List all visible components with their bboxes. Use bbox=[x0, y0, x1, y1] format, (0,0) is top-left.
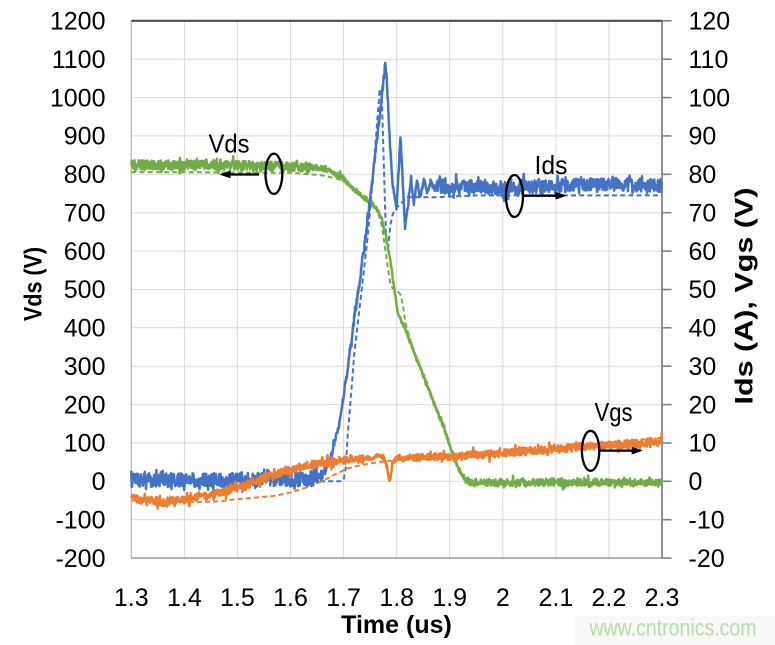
svg-text:90: 90 bbox=[689, 123, 717, 151]
svg-text:800: 800 bbox=[64, 161, 106, 189]
svg-text:-200: -200 bbox=[55, 545, 105, 573]
svg-text:10: 10 bbox=[689, 430, 717, 458]
svg-text:50: 50 bbox=[689, 276, 717, 304]
svg-text:-20: -20 bbox=[689, 545, 725, 573]
svg-text:70: 70 bbox=[689, 199, 717, 227]
svg-text:60: 60 bbox=[689, 238, 717, 266]
svg-text:1100: 1100 bbox=[52, 46, 106, 74]
svg-text:100: 100 bbox=[64, 430, 106, 458]
svg-text:110: 110 bbox=[689, 46, 729, 74]
svg-text:0: 0 bbox=[92, 468, 106, 496]
svg-text:30: 30 bbox=[689, 353, 717, 381]
svg-text:2.3: 2.3 bbox=[645, 584, 680, 612]
svg-text:300: 300 bbox=[64, 353, 106, 381]
svg-text:Ids (A), Vgs (V): Ids (A), Vgs (V) bbox=[731, 188, 759, 405]
svg-text:600: 600 bbox=[64, 238, 106, 266]
svg-text:1200: 1200 bbox=[50, 8, 106, 36]
svg-text:0: 0 bbox=[689, 468, 703, 496]
svg-text:900: 900 bbox=[64, 123, 106, 151]
svg-text:1.6: 1.6 bbox=[273, 584, 308, 612]
svg-text:1.9: 1.9 bbox=[432, 584, 467, 612]
svg-text:-100: -100 bbox=[55, 506, 105, 534]
svg-text:500: 500 bbox=[64, 276, 106, 304]
svg-text:1.7: 1.7 bbox=[326, 584, 361, 612]
svg-text:400: 400 bbox=[64, 315, 106, 343]
svg-text:200: 200 bbox=[64, 391, 106, 419]
svg-text:20: 20 bbox=[689, 391, 717, 419]
svg-text:120: 120 bbox=[689, 8, 731, 36]
svg-text:2.1: 2.1 bbox=[539, 584, 574, 612]
svg-text:1.3: 1.3 bbox=[114, 584, 149, 612]
svg-text:Time (us): Time (us) bbox=[341, 611, 452, 639]
svg-text:80: 80 bbox=[689, 161, 717, 189]
svg-text:Ids: Ids bbox=[535, 150, 568, 180]
svg-text:Vds (V): Vds (V) bbox=[20, 247, 48, 321]
svg-text:2.2: 2.2 bbox=[592, 584, 627, 612]
svg-text:100: 100 bbox=[689, 84, 731, 112]
svg-text:2: 2 bbox=[496, 584, 510, 612]
svg-text:1.5: 1.5 bbox=[220, 584, 255, 612]
svg-text:1000: 1000 bbox=[50, 84, 106, 112]
svg-text:1.8: 1.8 bbox=[379, 584, 414, 612]
svg-text:www.cntronics.com: www.cntronics.com bbox=[589, 615, 757, 641]
svg-text:40: 40 bbox=[689, 315, 717, 343]
svg-text:-10: -10 bbox=[689, 506, 725, 534]
svg-text:1.4: 1.4 bbox=[167, 584, 202, 612]
svg-text:Vgs: Vgs bbox=[595, 397, 633, 427]
svg-text:Vds: Vds bbox=[209, 129, 250, 159]
svg-text:700: 700 bbox=[64, 199, 106, 227]
